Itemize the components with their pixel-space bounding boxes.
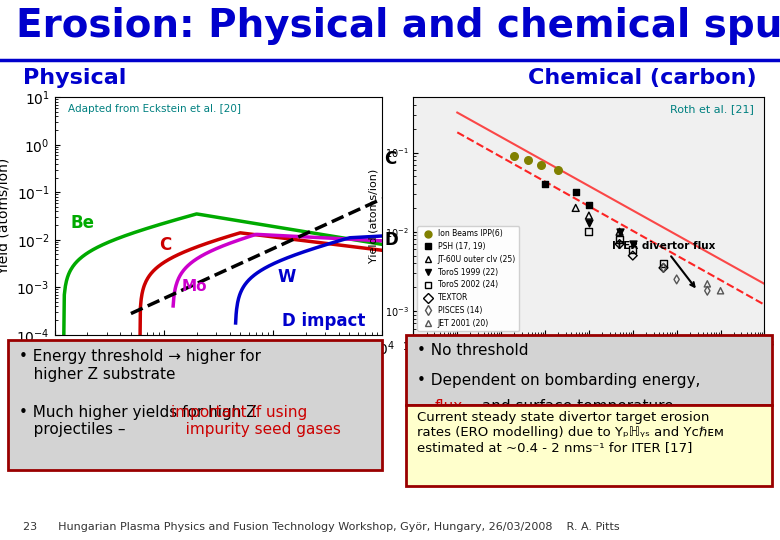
Text: important if using
   impurity seed gases: important if using impurity seed gases: [171, 405, 341, 437]
Text: W: W: [278, 268, 296, 286]
Text: Roth et al. [21]: Roth et al. [21]: [670, 104, 753, 114]
Point: [626, 245, 639, 254]
Y-axis label: Yield (atoms/ion): Yield (atoms/ion): [0, 157, 11, 275]
Text: Chemical (carbon): Chemical (carbon): [528, 68, 757, 89]
Text: and surface temperature: and surface temperature: [477, 400, 674, 414]
Text: C: C: [385, 150, 397, 168]
Point: [508, 152, 520, 160]
Text: Be: Be: [70, 214, 94, 232]
Point: [539, 180, 551, 188]
Point: [521, 156, 534, 165]
Point: [613, 227, 626, 236]
Text: Physical: Physical: [23, 68, 127, 89]
Point: [583, 211, 595, 220]
Point: [613, 235, 626, 244]
Text: Mo: Mo: [182, 279, 207, 294]
Text: Current steady state divertor target erosion
rates (ERO modelling) due to Yₚℍᵧₛ : Current steady state divertor target ero…: [417, 411, 724, 455]
Legend: Ion Beams IPP(6), PSH (17, 19), JT-60U outer clv (25), ToroS 1999 (22), ToroS 20: Ion Beams IPP(6), PSH (17, 19), JT-60U o…: [417, 226, 519, 331]
Point: [658, 264, 670, 272]
Text: • No threshold: • No threshold: [417, 343, 528, 358]
Point: [583, 218, 595, 227]
Point: [613, 227, 626, 236]
Text: C: C: [159, 237, 171, 254]
Text: D impact: D impact: [282, 313, 365, 330]
Point: [552, 166, 565, 174]
Text: Erosion: Physical and chemical sputtering: Erosion: Physical and chemical sputterin…: [16, 7, 780, 45]
Point: [583, 227, 595, 236]
Point: [583, 200, 595, 209]
Point: [569, 187, 582, 196]
Text: • Dependent on bombarding energy,: • Dependent on bombarding energy,: [417, 373, 700, 388]
Text: ITER divertor flux: ITER divertor flux: [612, 241, 715, 287]
Point: [658, 264, 670, 272]
Point: [701, 280, 714, 288]
Point: [658, 259, 670, 268]
Y-axis label: Yield (atoms/ion): Yield (atoms/ion): [369, 169, 379, 263]
X-axis label: E (eV): E (eV): [190, 364, 246, 382]
Point: [534, 160, 547, 169]
Text: D: D: [385, 231, 399, 249]
Point: [569, 204, 582, 212]
X-axis label: Ion flux (m$^{-2}$s$^{-1}$): Ion flux (m$^{-2}$s$^{-1}$): [541, 359, 636, 376]
Point: [701, 286, 714, 295]
Text: • Energy threshold → higher for
   higher Z substrate: • Energy threshold → higher for higher Z…: [19, 349, 261, 382]
Text: flux: flux: [435, 400, 463, 414]
Point: [626, 240, 639, 248]
Point: [714, 286, 727, 295]
Point: [613, 240, 626, 248]
Text: 23      Hungarian Plasma Physics and Fusion Technology Workshop, Györ, Hungary, : 23 Hungarian Plasma Physics and Fusion T…: [23, 522, 620, 531]
Text: Adapted from Eckstein et al. [20]: Adapted from Eckstein et al. [20]: [68, 104, 241, 114]
Point: [671, 275, 683, 284]
Text: • Much higher yields for high Z
   projectiles –: • Much higher yields for high Z projecti…: [19, 405, 257, 437]
Point: [626, 251, 639, 260]
